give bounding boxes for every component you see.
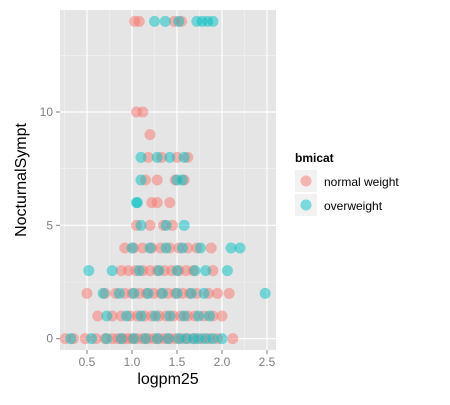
- point-overweight: [83, 265, 95, 277]
- point-overweight: [234, 242, 246, 254]
- point-normal-weight: [151, 197, 163, 209]
- point-overweight: [162, 333, 174, 345]
- point-normal-weight: [205, 242, 217, 254]
- point-overweight: [151, 333, 163, 345]
- point-overweight: [207, 333, 219, 345]
- point-overweight: [157, 287, 169, 299]
- point-overweight: [140, 333, 151, 345]
- point-overweight: [151, 151, 163, 163]
- point-overweight: [221, 265, 233, 277]
- point-overweight: [149, 310, 161, 322]
- point-overweight: [128, 287, 140, 299]
- y-axis-title: NocturnalSympt: [13, 123, 30, 237]
- point-overweight: [189, 265, 201, 277]
- point-normal-weight: [133, 15, 145, 27]
- point-overweight: [171, 265, 183, 277]
- point-overweight: [216, 333, 228, 345]
- y-tick-label: 10: [40, 105, 54, 119]
- point-overweight: [173, 15, 185, 27]
- point-normal-weight: [144, 219, 156, 231]
- point-overweight: [259, 287, 271, 299]
- y-tick-label: 0: [46, 332, 53, 346]
- point-normal-weight: [137, 106, 149, 118]
- point-overweight: [149, 15, 160, 27]
- point-overweight: [178, 310, 190, 322]
- point-overweight: [86, 333, 97, 345]
- legend-item-normal-weight: normal weight: [295, 170, 399, 192]
- point-overweight: [115, 333, 127, 345]
- point-overweight: [135, 151, 147, 163]
- point-overweight: [160, 242, 172, 254]
- point-overweight: [178, 219, 190, 231]
- point-overweight: [176, 242, 188, 254]
- y-axis: 0 5 10: [40, 105, 60, 346]
- plot-panel: [60, 10, 276, 350]
- point-normal-weight: [144, 129, 156, 141]
- y-tick-label: 5: [46, 218, 53, 232]
- legend-key-overweight: [300, 199, 312, 211]
- legend-label-overweight: overweight: [324, 199, 383, 213]
- point-overweight: [194, 242, 206, 254]
- data-points: [59, 15, 271, 345]
- point-overweight: [144, 242, 156, 254]
- point-overweight: [153, 265, 165, 277]
- legend-title: bmicat: [295, 151, 334, 165]
- point-overweight: [131, 197, 143, 209]
- point-normal-weight: [216, 310, 228, 322]
- point-overweight: [178, 151, 190, 163]
- point-overweight: [135, 174, 147, 186]
- point-normal-weight: [164, 197, 176, 209]
- point-overweight: [203, 310, 215, 322]
- point-overweight: [176, 174, 188, 186]
- point-overweight: [225, 242, 237, 254]
- legend: bmicat normal weight overweight: [295, 151, 399, 216]
- x-tick-label: 2.5: [259, 355, 276, 369]
- legend-label-normal-weight: normal weight: [324, 175, 399, 189]
- legend-key-normal-weight: [300, 175, 312, 187]
- point-normal-weight: [92, 310, 104, 322]
- point-overweight: [164, 151, 176, 163]
- point-overweight: [142, 287, 154, 299]
- point-overweight: [126, 242, 138, 254]
- x-tick-label: 1.5: [169, 355, 186, 369]
- point-overweight: [198, 287, 210, 299]
- x-tick-label: 2.0: [214, 355, 231, 369]
- point-overweight: [207, 15, 219, 27]
- point-overweight: [135, 219, 147, 231]
- point-overweight: [193, 310, 205, 322]
- point-overweight: [135, 310, 147, 322]
- point-normal-weight: [151, 174, 163, 186]
- point-overweight: [97, 287, 109, 299]
- point-overweight: [101, 333, 113, 345]
- legend-item-overweight: overweight: [295, 194, 383, 216]
- point-overweight: [185, 287, 197, 299]
- point-overweight: [164, 310, 176, 322]
- point-overweight: [171, 287, 183, 299]
- point-normal-weight: [81, 287, 93, 299]
- point-overweight: [160, 219, 172, 231]
- point-overweight: [65, 333, 77, 345]
- point-overweight: [101, 310, 113, 322]
- point-overweight: [121, 310, 133, 322]
- point-overweight: [106, 265, 118, 277]
- point-normal-weight: [212, 287, 223, 299]
- point-overweight: [159, 15, 171, 27]
- point-overweight: [113, 287, 125, 299]
- point-normal-weight: [223, 287, 235, 299]
- point-overweight: [128, 333, 140, 345]
- x-axis-title: logpm25: [137, 371, 198, 388]
- x-axis: 0.5 1.0 1.5 2.0 2.5: [79, 350, 276, 369]
- x-tick-label: 1.0: [124, 355, 141, 369]
- point-normal-weight: [227, 333, 239, 345]
- point-overweight: [200, 265, 212, 277]
- x-tick-label: 0.5: [79, 355, 96, 369]
- point-overweight: [133, 265, 145, 277]
